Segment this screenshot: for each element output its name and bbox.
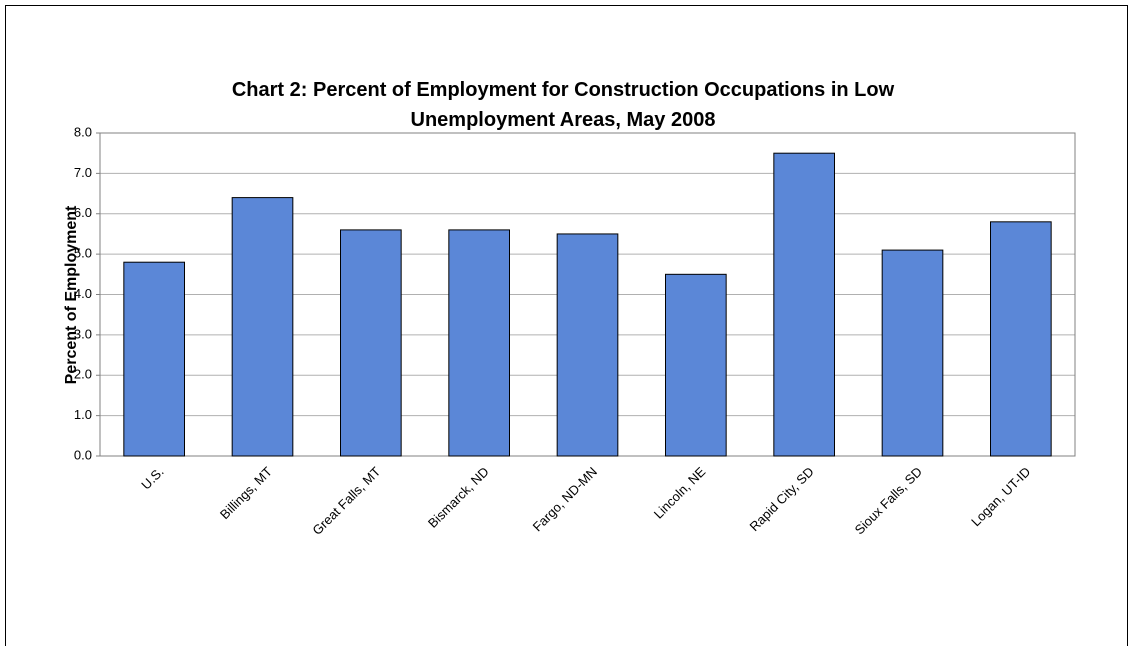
- x-tick-label: Sioux Falls, SD: [852, 464, 925, 537]
- y-tick-label: 5.0: [74, 246, 92, 261]
- y-axis-label: Percent of Employment: [63, 205, 80, 384]
- bar: [231, 197, 294, 457]
- x-tick-label: Bismarck, ND: [425, 464, 492, 531]
- x-tick-label: Rapid City, SD: [747, 464, 817, 534]
- x-tick-label: U.S.: [138, 464, 166, 492]
- bar: [340, 229, 402, 457]
- x-tick-label: Fargo, ND-MN: [530, 464, 600, 534]
- bar: [665, 273, 727, 457]
- bar: [881, 249, 944, 457]
- y-tick-label: 3.0: [74, 326, 92, 341]
- x-tick-label: Lincoln, NE: [651, 464, 709, 522]
- y-tick-label: 4.0: [74, 286, 92, 301]
- chart-border: [5, 5, 1128, 646]
- y-tick-label: 6.0: [74, 205, 92, 220]
- x-tick-label: Great Falls, MT: [309, 464, 383, 538]
- x-tick-label: Billings, MT: [217, 464, 275, 522]
- bar: [990, 221, 1052, 457]
- chart-title: Chart 2: Percent of Employment for Const…: [231, 79, 895, 131]
- y-tick-label: 0.0: [74, 447, 92, 462]
- bar: [773, 152, 835, 457]
- y-tick-label: 2.0: [74, 367, 92, 382]
- y-tick-label: 8.0: [74, 124, 92, 139]
- bar: [448, 229, 511, 457]
- bar: [123, 261, 186, 457]
- x-tick-label: Logan, UT-ID: [968, 464, 1033, 529]
- y-tick-label: 7.0: [74, 165, 92, 180]
- y-tick-label: 1.0: [74, 407, 92, 422]
- bar: [556, 233, 619, 457]
